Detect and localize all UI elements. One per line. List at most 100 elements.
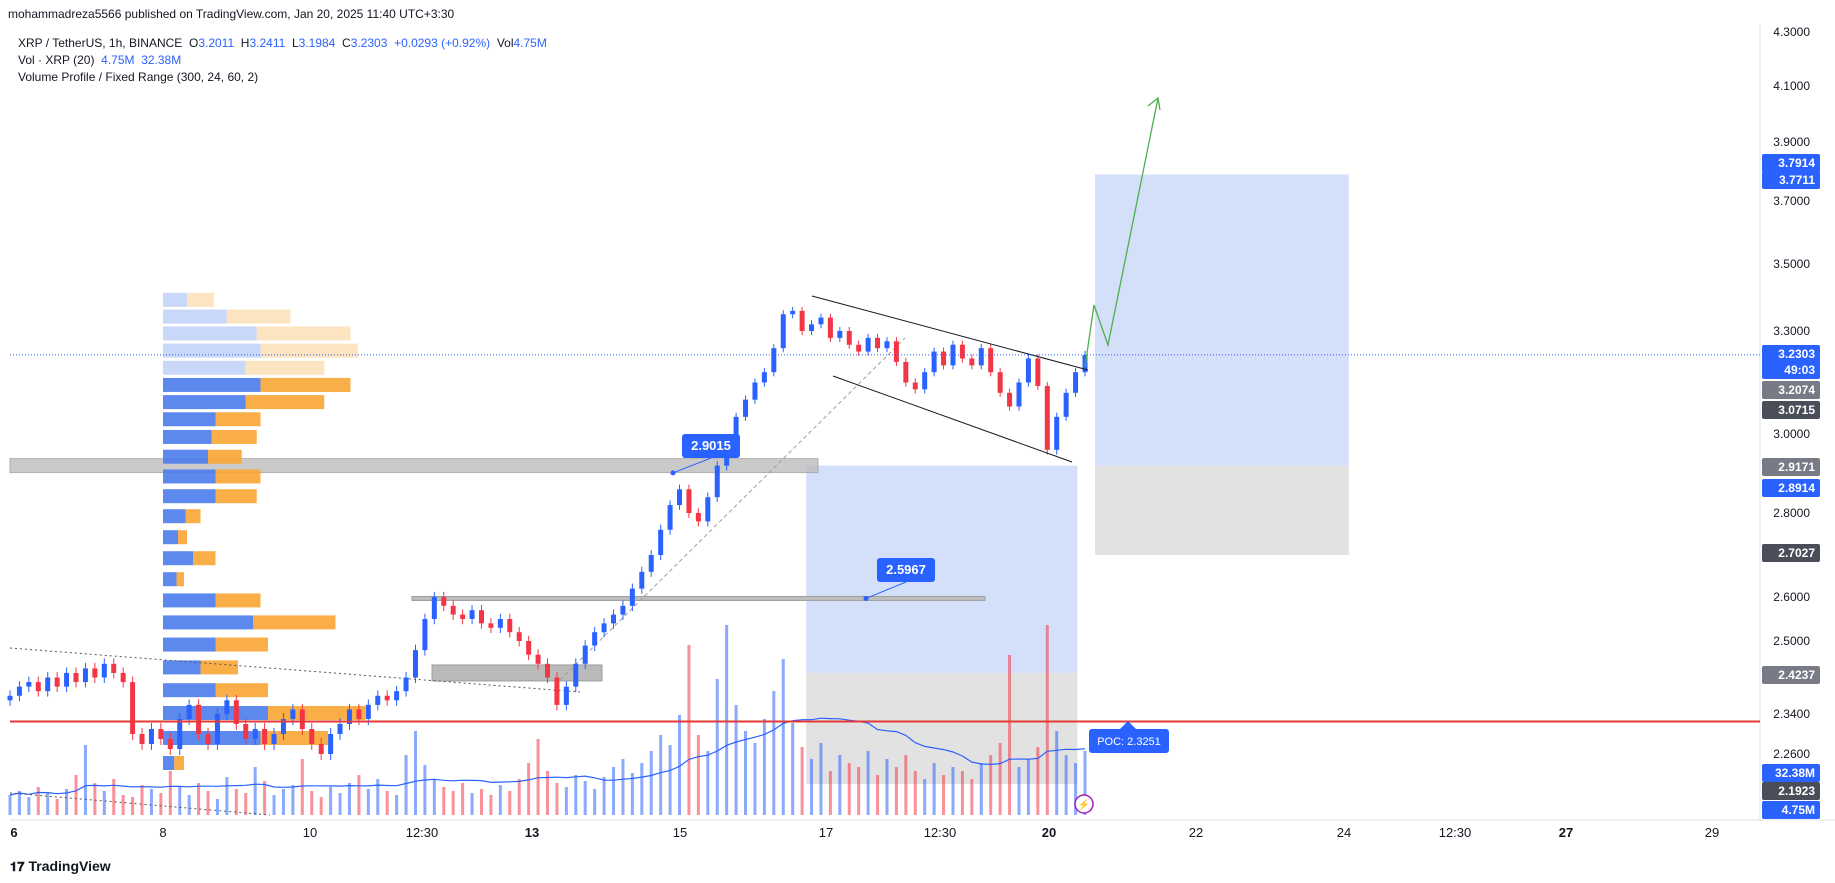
volume-bar [508, 791, 512, 815]
volume-bar [791, 723, 795, 815]
candle-body [658, 529, 664, 555]
candle-body [582, 645, 588, 664]
vp-up-bar [163, 395, 246, 410]
candle-body [299, 709, 305, 729]
annotation-label: 2.9015 [691, 438, 731, 453]
volume-bar [979, 763, 983, 815]
low-value: 3.1984 [298, 36, 336, 50]
candle-body [545, 663, 550, 678]
volume-bar [970, 779, 974, 815]
resistance-zone-2-90 [9, 458, 819, 474]
volume-bar [197, 783, 201, 815]
candle-body [243, 724, 249, 739]
candle-body [1063, 392, 1069, 417]
candle-body [54, 677, 60, 687]
candle-body [629, 588, 635, 606]
candle-body [497, 619, 503, 628]
y-tick-label: 2.8000 [1773, 506, 1810, 520]
candle-body [1044, 385, 1050, 450]
candle-body [1035, 358, 1041, 386]
volume-bar [564, 787, 568, 815]
candle-body [611, 614, 617, 624]
volume-bar [395, 795, 399, 815]
volume-bar [942, 775, 946, 815]
x-tick-label: 12:30 [406, 825, 439, 840]
candle-body [893, 341, 899, 362]
candle-body [148, 729, 154, 744]
vp-up-bar [163, 572, 177, 587]
volume-bar [329, 787, 333, 815]
x-tick-label: 6 [10, 825, 17, 840]
vp-up-bar [163, 449, 208, 464]
candle-body [233, 700, 239, 724]
volume-bar [753, 743, 757, 815]
chart-legend: XRP / TetherUS, 1h, BINANCE O3.2011 H3.2… [18, 35, 547, 86]
candle-body [535, 654, 541, 664]
vp-up-bar [163, 593, 216, 608]
candle-body [903, 361, 909, 383]
volume-bar [593, 789, 597, 815]
candle-body [752, 382, 758, 400]
volume-bar [479, 789, 483, 815]
candle-body [648, 555, 654, 572]
volume-bar [583, 781, 587, 815]
open-value: 3.2011 [198, 36, 235, 50]
vp-down-bar [253, 615, 336, 630]
volume-bar [668, 745, 672, 815]
candle-body [111, 663, 117, 673]
tradingview-brand: 𝟏𝟕 TradingView [10, 858, 111, 875]
price-axis-label-bg [1762, 764, 1820, 782]
volume-bar [112, 779, 116, 815]
vp-down-bar [215, 412, 261, 427]
candle-body [507, 619, 513, 633]
volume-bar [989, 755, 993, 815]
volume-bar [46, 793, 50, 815]
candle-body [26, 682, 32, 687]
volume-bar [687, 645, 691, 815]
volume-bar [470, 793, 474, 815]
volume-bar [1026, 759, 1030, 815]
volume-bar [1008, 655, 1012, 815]
volume-bar [725, 625, 729, 815]
volume-indicator-title: Vol · XRP (20) [18, 53, 95, 67]
volume-bar [546, 771, 549, 815]
volume-bar [640, 763, 644, 815]
candle-body [969, 358, 975, 366]
candle-body [73, 672, 79, 683]
price-axis-label: 2.1923 [1778, 784, 1815, 798]
volume-bar [489, 795, 493, 815]
candle-body [441, 597, 447, 606]
volume-bar [715, 679, 719, 815]
high-label: H [240, 36, 250, 50]
annotation-anchor-dot [863, 595, 869, 601]
candle-body [705, 497, 711, 522]
volume-bar [828, 771, 832, 815]
volume-bar [838, 755, 842, 815]
volume-bar [602, 777, 606, 815]
volume-bar [904, 755, 908, 815]
candle-body [1016, 382, 1022, 407]
price-axis-label-bg [1762, 782, 1820, 800]
candle-body [252, 729, 258, 739]
volume-bar [696, 735, 700, 815]
volume-bar [215, 799, 219, 815]
vp-down-bar [256, 326, 351, 341]
volume-bar [74, 775, 78, 815]
vp-down-bar [176, 572, 184, 587]
candle-body [101, 663, 107, 678]
volume-bar [272, 795, 276, 815]
vol-label: Vol [496, 36, 514, 50]
vp-down-bar [215, 683, 268, 698]
vp-up-bar [163, 551, 193, 566]
volume-bar [206, 791, 210, 815]
dotted-trendline-lower [9, 792, 271, 816]
volume-bar [800, 747, 804, 815]
vp-up-bar [163, 360, 246, 375]
candle-body [262, 729, 268, 744]
close-value: 3.2303 [350, 36, 388, 50]
volume-bar [894, 767, 898, 815]
candle-body [450, 605, 456, 615]
y-tick-label: 3.0000 [1773, 427, 1810, 441]
volume-bar [140, 785, 144, 815]
